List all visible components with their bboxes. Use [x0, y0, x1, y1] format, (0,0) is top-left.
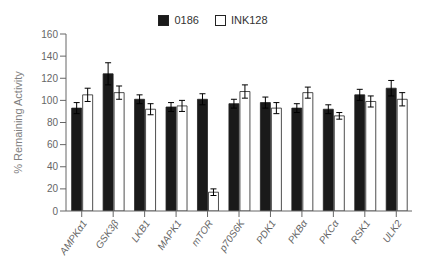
svg-text:AMPKα1: AMPKα1 [57, 218, 89, 258]
svg-text:0: 0 [52, 206, 58, 217]
svg-text:100: 100 [41, 95, 58, 106]
svg-text:80: 80 [47, 117, 59, 128]
svg-text:120: 120 [41, 73, 58, 84]
svg-text:PKBα: PKBα [286, 218, 310, 246]
svg-text:LKB1: LKB1 [129, 218, 152, 244]
svg-text:mTOR: mTOR [189, 218, 215, 248]
svg-text:PKCα: PKCα [317, 218, 341, 246]
svg-text:160: 160 [41, 29, 58, 40]
svg-text:RSK1: RSK1 [348, 218, 372, 246]
svg-text:20: 20 [47, 183, 59, 194]
html-text:0186: 0186 [174, 14, 199, 26]
svg-text:MAPK1: MAPK1 [155, 218, 183, 252]
svg-text:60: 60 [47, 139, 59, 150]
svg-text:40: 40 [47, 161, 59, 172]
svg-text:% Remaining Activity: % Remaining Activity [12, 71, 24, 174]
svg-text:GSK3β: GSK3β [93, 218, 121, 251]
svg-text:ULK2: ULK2 [380, 218, 404, 245]
svg-text:p70S6K: p70S6K [216, 217, 247, 254]
svg-text:140: 140 [41, 51, 58, 62]
svg-text:PDK1: PDK1 [254, 218, 278, 246]
html-text:INK128: INK128 [230, 14, 268, 26]
